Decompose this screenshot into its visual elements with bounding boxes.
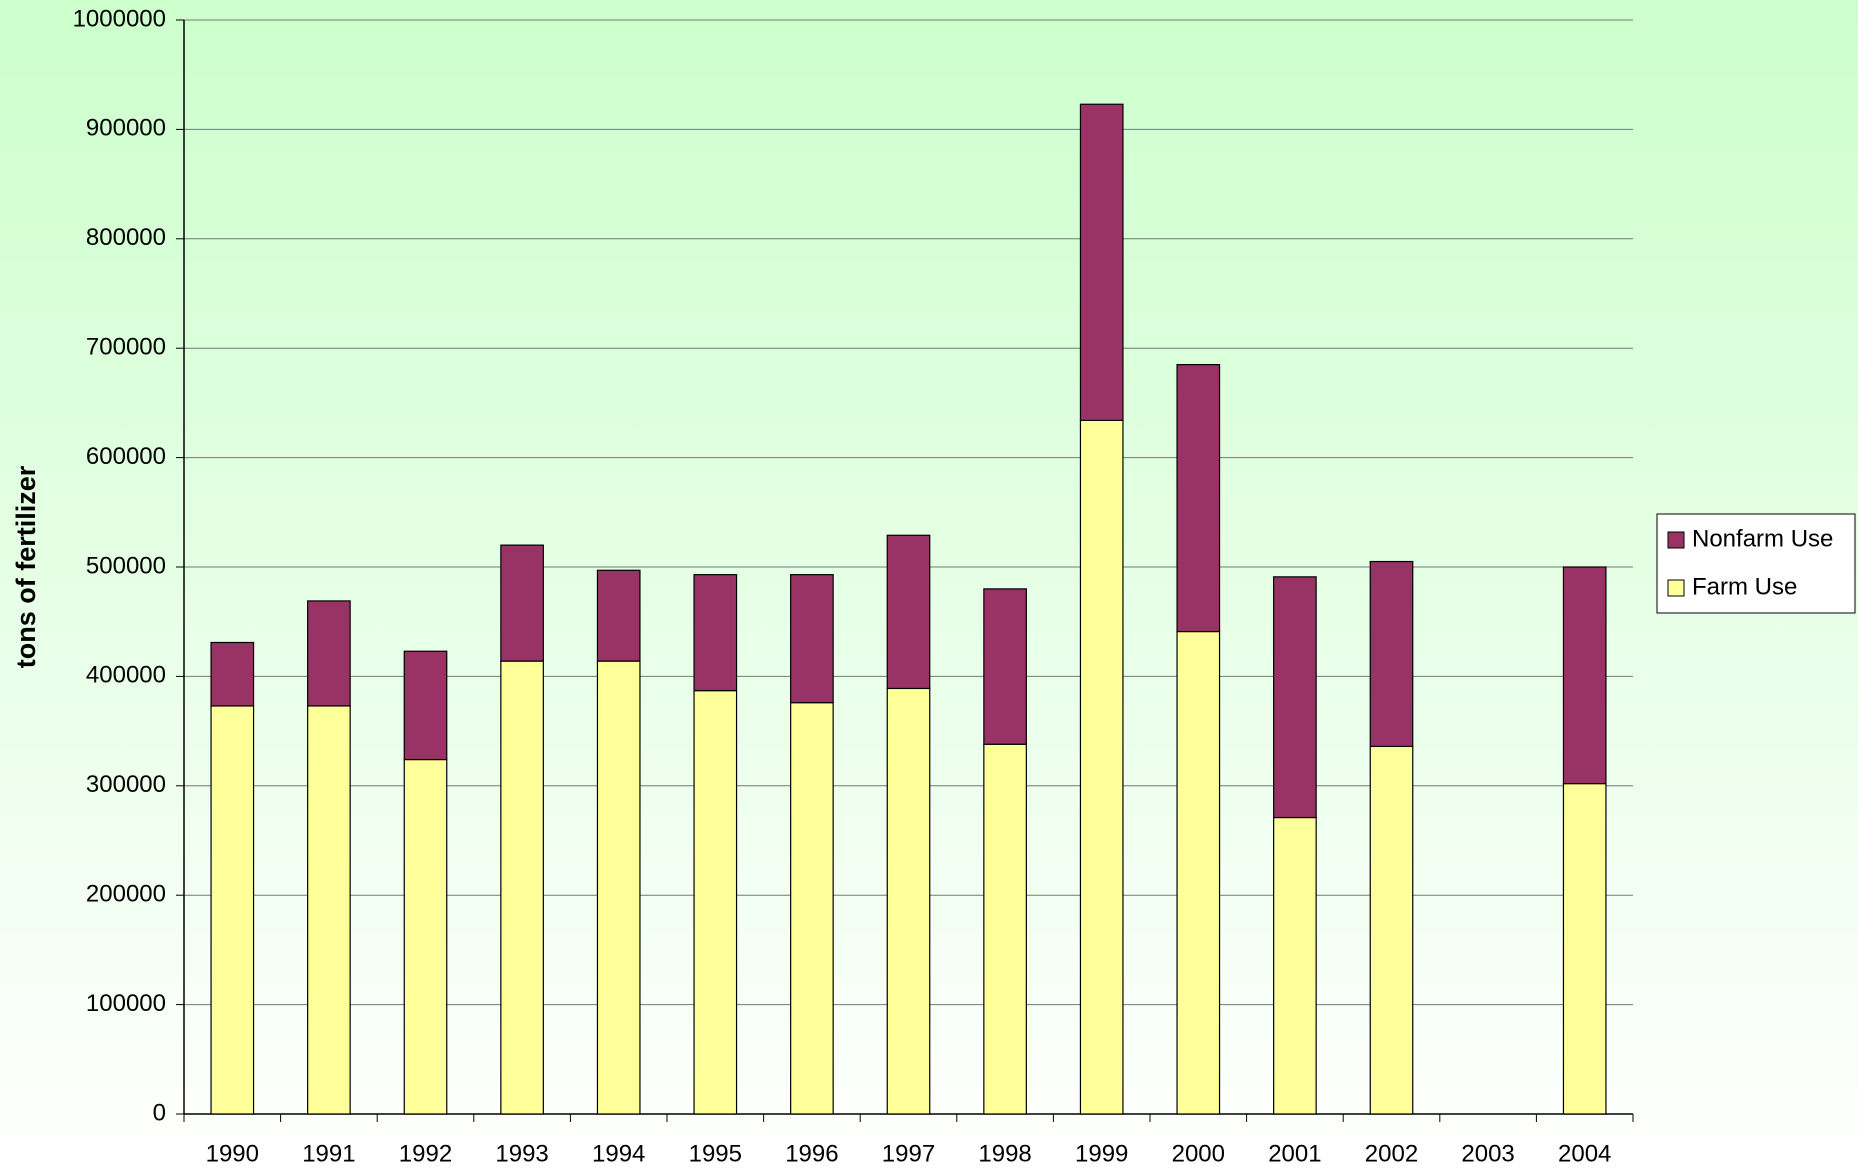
bar-segment: [307, 705, 351, 1115]
x-tick-label: 1995: [689, 1140, 742, 1167]
x-tick-label: 1999: [1075, 1140, 1128, 1167]
x-tick-label: 1996: [785, 1140, 838, 1167]
bar-segment: [403, 758, 448, 1115]
bar-segment: [983, 743, 1027, 1115]
bar-segment: [693, 690, 738, 1115]
x-tick-label: 1993: [495, 1140, 548, 1167]
x-tick-label: 2002: [1365, 1140, 1418, 1167]
legend-label: Nonfarm Use: [1692, 525, 1833, 552]
legend-swatch: [1667, 531, 1685, 549]
legend-label: Farm Use: [1692, 573, 1797, 600]
x-tick-label: 2004: [1558, 1140, 1611, 1167]
x-tick-label: 1990: [206, 1140, 259, 1167]
y-tick-label: 100000: [86, 990, 166, 1017]
bar-segment: [596, 569, 641, 662]
bar-segment: [1176, 364, 1221, 633]
y-tick-label: 400000: [86, 662, 166, 689]
x-tick-label: 1998: [978, 1140, 1031, 1167]
y-tick-label: 800000: [86, 224, 166, 251]
bar-segment: [790, 574, 834, 704]
x-tick-label: 2000: [1172, 1140, 1225, 1167]
y-tick-label: 300000: [86, 771, 166, 798]
bar-segment: [210, 641, 255, 707]
y-tick-label: 200000: [86, 881, 166, 908]
x-tick-label: 1997: [882, 1140, 935, 1167]
y-tick-label: 0: [153, 1099, 166, 1126]
bar-segment: [790, 702, 834, 1115]
y-tick-label: 600000: [86, 443, 166, 470]
bar-segment: [1079, 419, 1124, 1115]
legend-swatch: [1667, 579, 1685, 597]
bar-segment: [403, 650, 448, 761]
bar-segment: [210, 705, 255, 1115]
bar-segment: [596, 660, 641, 1115]
bar-segment: [1562, 566, 1607, 785]
x-tick-label: 2003: [1461, 1140, 1514, 1167]
bar-segment: [1562, 783, 1607, 1115]
bar-segment: [1176, 630, 1221, 1115]
bar-segment: [1369, 560, 1414, 748]
legend-box: [1656, 513, 1856, 614]
bar-segment: [1273, 576, 1317, 819]
bar-segment: [1273, 816, 1317, 1115]
bar-segment: [1369, 745, 1414, 1115]
bar-segment: [983, 588, 1027, 745]
bar-segment: [500, 544, 544, 662]
y-tick-label: 900000: [86, 115, 166, 142]
y-tick-label: 700000: [86, 334, 166, 361]
x-tick-label: 2001: [1268, 1140, 1321, 1167]
x-tick-label: 1992: [399, 1140, 452, 1167]
bar-segment: [1079, 103, 1124, 422]
bar-segment: [307, 600, 351, 707]
y-axis-label: tons of fertilizer: [11, 465, 41, 668]
bar-segment: [500, 660, 544, 1115]
x-tick-label: 1994: [592, 1140, 645, 1167]
bar-segment: [886, 687, 931, 1115]
bar-segment: [693, 574, 738, 692]
y-tick-label: 1000000: [73, 5, 166, 32]
bar-segment: [886, 534, 931, 690]
y-tick-label: 500000: [86, 552, 166, 579]
x-tick-label: 1991: [302, 1140, 355, 1167]
